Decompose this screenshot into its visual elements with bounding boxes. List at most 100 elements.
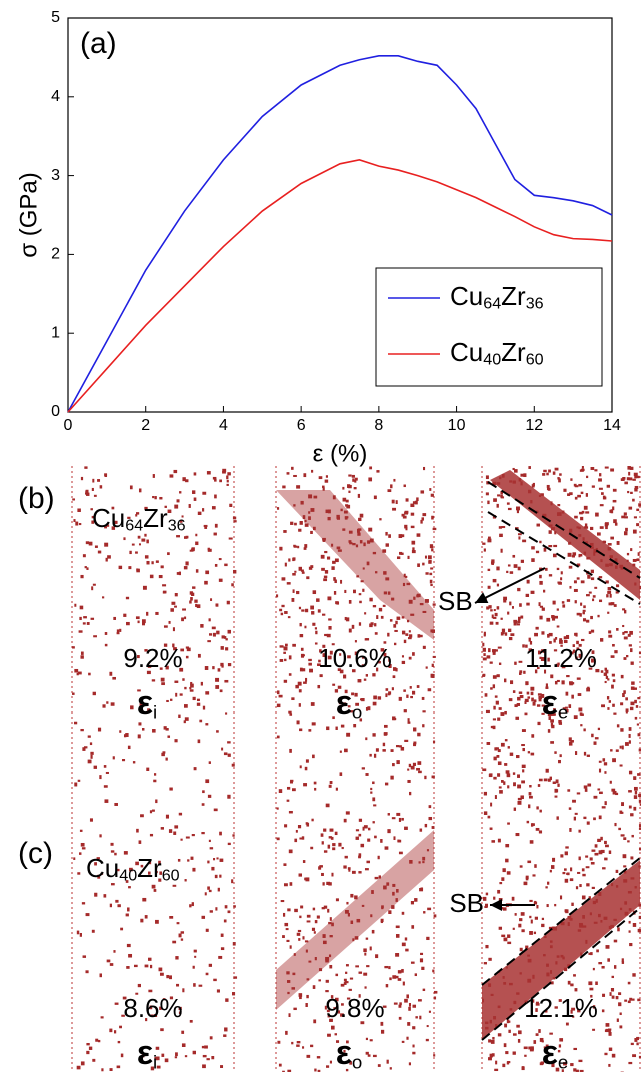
atom [605,844,609,848]
atom [113,1030,117,1034]
atom [595,512,599,517]
shear-band [276,490,434,640]
atom [367,838,371,842]
atom [165,757,168,761]
atom [535,827,540,831]
atom [214,494,217,499]
atom [278,1063,282,1067]
atom [583,751,587,756]
atom [182,608,186,611]
atom [524,698,529,703]
atom [412,762,417,766]
atom [567,552,572,557]
atom [591,849,596,852]
atom [310,508,315,512]
atom [501,526,506,529]
atom [559,1038,564,1042]
atom [192,696,196,701]
atom [106,701,109,704]
atom [419,888,424,892]
atom [591,658,594,663]
atom [410,961,415,964]
atom [215,907,218,911]
atom [628,930,631,933]
atom [129,485,133,490]
atom [553,708,556,712]
atom [228,537,233,540]
atom [195,603,198,608]
atom [346,1040,349,1044]
atom [103,785,108,788]
atom [204,1045,208,1049]
atom [529,931,533,935]
atom [376,667,379,672]
atom [202,705,206,710]
atom [343,982,347,985]
atom [566,634,570,639]
atom [505,1051,509,1055]
atom [350,920,354,924]
atom [354,651,357,656]
atom [296,932,301,936]
atom [611,1053,616,1058]
atom [637,733,641,737]
atom [404,998,408,1003]
atom [548,545,553,548]
atom [348,540,352,543]
atom [598,962,603,965]
atom [601,1009,605,1013]
atom [173,831,177,835]
atom [163,625,168,628]
atom [146,767,150,771]
atom [495,747,499,750]
y-axis-label: σ (GPa) [15,172,42,258]
atom [578,653,582,658]
atom [201,915,206,919]
atom [343,818,347,823]
atom [615,792,619,796]
atom [86,1050,90,1055]
atom [225,998,229,1002]
atom [630,1042,634,1046]
atom [624,481,628,485]
strain-symbol: εi [137,1034,157,1072]
atom [203,524,208,528]
atom [319,865,323,868]
atom [493,756,497,761]
atom [514,913,517,916]
atom [590,569,594,574]
atom [539,540,542,544]
atom [148,957,152,961]
atom [604,857,608,861]
atom [303,783,308,787]
legend-label: Cu64Zr36 [450,281,544,313]
atom [224,905,228,909]
atom [130,705,134,710]
atom [413,743,417,747]
atom [624,630,628,634]
atom [630,856,634,860]
atom [541,607,545,611]
atom [152,729,156,733]
atom [189,591,194,595]
atom [387,632,390,637]
atom [616,724,620,728]
atom [285,643,288,647]
atom [424,823,428,828]
atom [622,631,625,635]
atom [550,865,555,869]
atom [165,728,169,731]
atom [287,616,291,619]
atom [338,701,342,705]
atom [537,693,542,696]
atom [369,623,373,628]
atom [615,591,619,594]
atom [361,664,365,667]
atom [89,818,93,822]
atom [345,909,349,914]
atom [172,940,177,944]
atom [204,580,208,585]
atom [385,577,390,581]
atom [512,927,515,930]
atom [73,721,78,725]
